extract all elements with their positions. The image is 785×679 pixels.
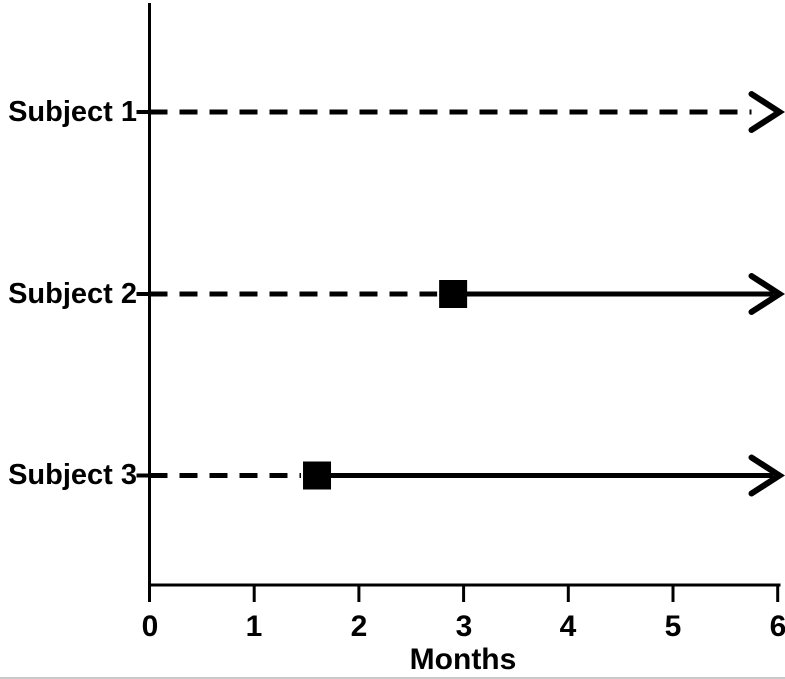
x-tick-label-6: 6 xyxy=(769,610,785,643)
row-label-subject-2: Subject 2 xyxy=(8,278,137,310)
row-label-subject-1: Subject 1 xyxy=(8,96,137,128)
row-label-subject-3: Subject 3 xyxy=(8,459,137,491)
arrowhead xyxy=(748,273,785,315)
event-marker xyxy=(303,461,332,490)
bottom-rule xyxy=(0,677,785,679)
arrowhead xyxy=(748,454,785,497)
x-tick-label-1: 1 xyxy=(245,610,263,643)
arrowhead xyxy=(748,91,785,133)
x-tick-label-2: 2 xyxy=(350,610,368,643)
x-tick-label-5: 5 xyxy=(664,610,682,643)
x-tick-label-0: 0 xyxy=(141,610,159,643)
x-tick-label-3: 3 xyxy=(455,610,473,643)
event-marker xyxy=(439,280,468,308)
x-tick-label-4: 4 xyxy=(559,610,577,643)
x-axis-title: Months xyxy=(409,643,517,676)
